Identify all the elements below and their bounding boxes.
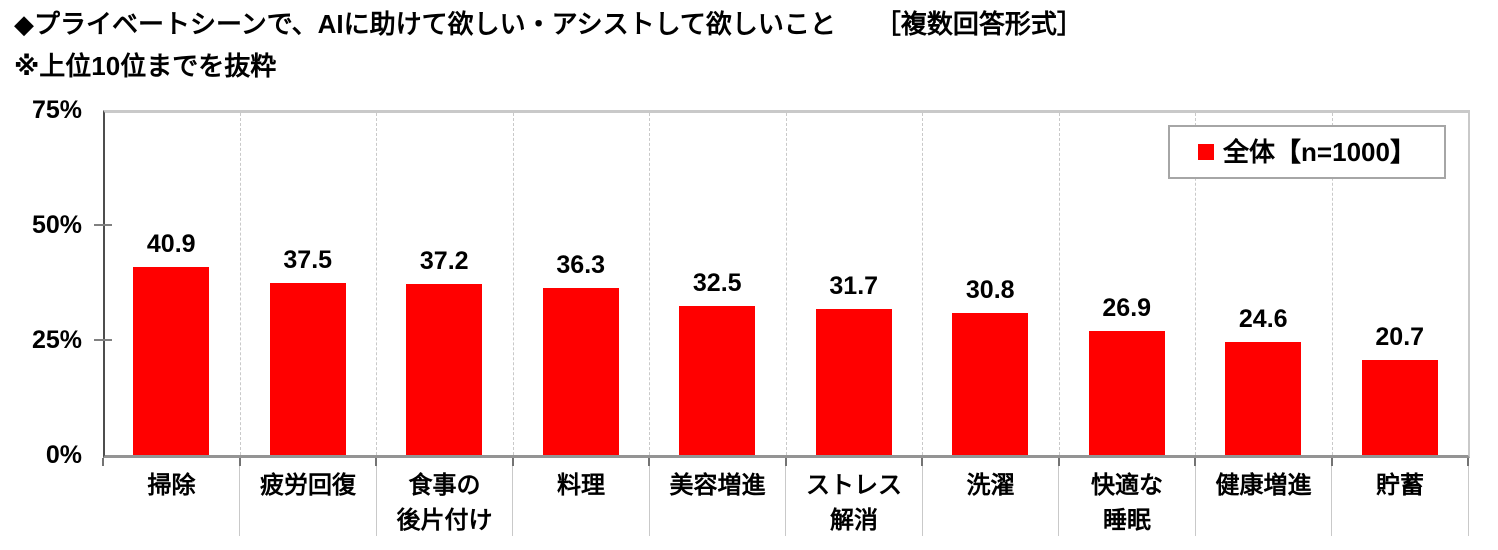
y-axis-tick-label: 25%: [31, 326, 82, 354]
x-axis-category-label: 食事の 後片付け: [396, 472, 493, 534]
category-separator-line: [1331, 458, 1332, 536]
x-axis-tick-mark: [238, 458, 241, 466]
bar-value-label: 37.2: [419, 246, 469, 275]
bar-value-label: 40.9: [146, 229, 196, 258]
bar-value-label: 30.8: [965, 276, 1015, 305]
x-axis-tick-mark: [784, 458, 787, 466]
bar: [133, 266, 210, 455]
y-axis-tick-label: 75%: [31, 96, 82, 124]
category-separator-line: [1194, 458, 1196, 536]
vertical-gridline: [376, 113, 377, 455]
bar: [1088, 331, 1165, 455]
x-axis-tick-mark: [648, 458, 650, 466]
category-separator-line: [648, 458, 650, 536]
y-axis-tick-label: 50%: [31, 211, 82, 239]
x-axis-category-label: 疲労回復: [260, 472, 356, 499]
bar: [542, 288, 619, 455]
bar-value-label: 36.3: [556, 251, 606, 280]
vertical-gridline: [1331, 113, 1333, 455]
x-axis-tick-mark: [921, 458, 923, 466]
bar-value-label: 24.6: [1238, 304, 1288, 333]
x-axis-tick-mark: [1467, 458, 1469, 466]
bar: [952, 313, 1029, 455]
y-axis-tick-mark: [94, 224, 112, 226]
x-axis-tick-mark: [1057, 458, 1060, 466]
x-axis-tick-mark: [511, 458, 514, 466]
x-axis-category-label: 掃除: [147, 472, 196, 499]
x-axis-category-label: ストレス 解消: [806, 472, 902, 534]
chart-subtitle: ※上位10位までを抜粋: [14, 51, 277, 81]
x-axis-tick-mark: [1330, 458, 1333, 466]
vertical-gridline: [512, 113, 514, 455]
bar: [815, 309, 892, 455]
category-separator-line: [375, 458, 377, 536]
x-axis-tick-mark: [375, 458, 377, 466]
bar: [1225, 341, 1302, 455]
x-axis-category-label: 料理: [557, 472, 605, 499]
x-axis-tick-mark: [102, 458, 104, 466]
category-separator-line: [1058, 458, 1059, 536]
x-axis-category-label: 健康増進: [1215, 472, 1312, 499]
y-axis-tick-mark: [94, 339, 112, 341]
vertical-gridline: [1195, 113, 1196, 455]
legend-swatch-icon: [1198, 144, 1215, 160]
vertical-gridline: [785, 113, 787, 455]
category-separator-line: [1467, 458, 1469, 536]
x-axis-category-label: 快適な 睡眠: [1091, 472, 1163, 534]
bar-value-label: 31.7: [829, 272, 879, 301]
bar: [269, 282, 346, 455]
y-axis-tick-label: 0%: [45, 441, 82, 469]
x-axis-category-label: 美容増進: [669, 472, 766, 499]
category-separator-line: [785, 458, 786, 536]
vertical-gridline: [239, 113, 241, 455]
category-separator-line: [921, 458, 923, 536]
x-axis-category-label: 洗濯: [966, 472, 1015, 499]
x-axis-tick-mark: [1194, 458, 1196, 466]
chart-title: ◆プライベートシーンで、AIに助けて欲しい・アシストして欲しいこと ［複数回答形…: [14, 9, 1083, 39]
vertical-gridline: [649, 113, 650, 455]
bar: [406, 283, 483, 455]
legend-label: 全体【n=1000】: [1223, 137, 1416, 167]
vertical-gridline: [1058, 113, 1060, 455]
vertical-gridline: [922, 113, 923, 455]
x-axis-category-label: 貯蓄: [1376, 472, 1424, 499]
bar-value-label: 26.9: [1102, 294, 1152, 323]
bar-value-label: 37.5: [283, 245, 333, 274]
bar-value-label: 20.7: [1375, 322, 1425, 351]
bar-value-label: 32.5: [692, 268, 742, 297]
legend: 全体【n=1000】: [1168, 125, 1446, 179]
category-separator-line: [512, 458, 513, 536]
bar: [1361, 359, 1438, 455]
category-separator-line: [239, 458, 240, 536]
bar: [679, 305, 756, 455]
